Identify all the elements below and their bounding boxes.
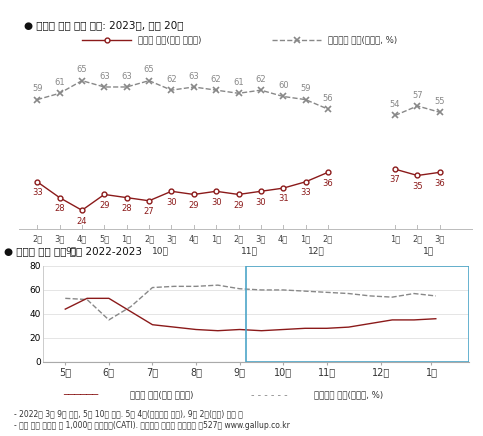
Text: - 매주 전국 유권자 약 1,000명 전화조사(CATI). 한국갤럽 데일리 오피니언 제527호 www.gallup.co.kr: - 매주 전국 유권자 약 1,000명 전화조사(CATI). 한국갤럽 데일… bbox=[14, 421, 290, 430]
Text: 1월: 1월 bbox=[423, 247, 434, 255]
Text: 59: 59 bbox=[300, 84, 311, 93]
Text: 잘하고 있다(직무 긍정률): 잘하고 있다(직무 긍정률) bbox=[138, 35, 201, 44]
Text: 27: 27 bbox=[144, 207, 155, 216]
Text: 61: 61 bbox=[54, 78, 65, 87]
Text: 28: 28 bbox=[121, 204, 132, 213]
Text: 60: 60 bbox=[278, 81, 288, 90]
Text: 63: 63 bbox=[188, 72, 199, 81]
Text: 61: 61 bbox=[233, 78, 244, 87]
Text: 63: 63 bbox=[99, 72, 110, 81]
Text: 1주: 1주 bbox=[300, 234, 311, 243]
Text: 29: 29 bbox=[233, 201, 244, 210]
Text: 54: 54 bbox=[390, 100, 400, 109]
Text: 63: 63 bbox=[121, 72, 132, 81]
Text: 3주: 3주 bbox=[435, 234, 445, 243]
Text: 11월: 11월 bbox=[241, 247, 258, 255]
Text: 62: 62 bbox=[256, 75, 266, 84]
Text: 2주: 2주 bbox=[323, 234, 333, 243]
Text: 5주: 5주 bbox=[99, 234, 110, 243]
Text: 62: 62 bbox=[166, 75, 177, 84]
Text: 3주: 3주 bbox=[55, 234, 65, 243]
Text: 1주: 1주 bbox=[211, 234, 221, 243]
Bar bbox=[246, 266, 469, 362]
Text: 2주: 2주 bbox=[412, 234, 423, 243]
Text: 29: 29 bbox=[188, 201, 199, 210]
Text: 57: 57 bbox=[412, 91, 423, 100]
Text: 3주: 3주 bbox=[166, 234, 177, 243]
Text: 59: 59 bbox=[32, 84, 43, 93]
Text: 29: 29 bbox=[99, 201, 110, 210]
Text: 65: 65 bbox=[77, 65, 87, 74]
Text: 65: 65 bbox=[144, 65, 155, 74]
Text: 1주: 1주 bbox=[390, 234, 400, 243]
Text: 56: 56 bbox=[323, 94, 333, 103]
Text: 37: 37 bbox=[390, 175, 400, 184]
Text: 잘못하고 있다(부정률, %): 잘못하고 있다(부정률, %) bbox=[314, 390, 383, 399]
Text: 33: 33 bbox=[300, 188, 311, 197]
Text: ──────: ────── bbox=[63, 390, 98, 399]
Text: 30: 30 bbox=[256, 198, 266, 207]
Text: 3주: 3주 bbox=[256, 234, 266, 243]
Text: 1주: 1주 bbox=[122, 234, 132, 243]
Text: 36: 36 bbox=[323, 179, 333, 187]
Text: 62: 62 bbox=[211, 75, 221, 84]
Text: 9월: 9월 bbox=[65, 247, 76, 255]
Text: - 2022년 3월 9일 당선, 5월 10일 취임. 5월 4주(지방선거 직전), 9월 2주(추석) 조사 쉼: - 2022년 3월 9일 당선, 5월 10일 취임. 5월 4주(지방선거 … bbox=[14, 410, 243, 419]
Text: 4주: 4주 bbox=[77, 234, 87, 243]
Text: 31: 31 bbox=[278, 194, 288, 204]
Text: 12월: 12월 bbox=[309, 247, 325, 255]
Text: 55: 55 bbox=[435, 97, 445, 106]
Text: 잘하고 있다(직무 긍정률): 잘하고 있다(직무 긍정률) bbox=[130, 390, 194, 399]
Text: 2주: 2주 bbox=[32, 234, 43, 243]
Text: - - - - - -: - - - - - - bbox=[251, 390, 288, 399]
Text: 4주: 4주 bbox=[189, 234, 199, 243]
Text: ● 대통령 직무 수행 평가: 2023년, 최근 20주: ● 대통령 직무 수행 평가: 2023년, 최근 20주 bbox=[24, 20, 183, 31]
Text: 잘못하고 있다(부정률, %): 잘못하고 있다(부정률, %) bbox=[328, 35, 397, 44]
Text: 30: 30 bbox=[211, 198, 221, 207]
Text: ● 대통령 직무 수행 평가 2022-2023: ● 대통령 직무 수행 평가 2022-2023 bbox=[4, 246, 142, 256]
Text: 10월: 10월 bbox=[152, 247, 169, 255]
Text: 4주: 4주 bbox=[278, 234, 288, 243]
Text: 24: 24 bbox=[77, 217, 87, 225]
Text: 2주: 2주 bbox=[144, 234, 154, 243]
Text: 35: 35 bbox=[412, 182, 423, 191]
Text: 33: 33 bbox=[32, 188, 43, 197]
Text: 2주: 2주 bbox=[233, 234, 243, 243]
Text: 36: 36 bbox=[434, 179, 445, 187]
Text: 28: 28 bbox=[54, 204, 65, 213]
Text: 30: 30 bbox=[166, 198, 177, 207]
